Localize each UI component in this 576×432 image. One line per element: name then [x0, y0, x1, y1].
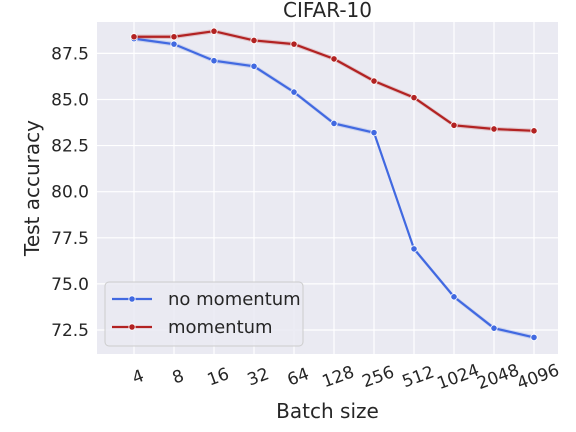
y-tick-label: 75.0: [51, 275, 89, 295]
series-1: [130, 27, 538, 135]
data-point: [410, 94, 418, 102]
data-point: [250, 62, 258, 70]
data-point: [210, 57, 218, 65]
y-tick-label: 82.5: [51, 137, 89, 157]
legend-label: no momentum: [168, 289, 301, 310]
x-tick-label: 8: [170, 366, 187, 388]
x-tick-label: 4: [130, 366, 147, 388]
legend-box: [104, 281, 304, 347]
y-tick-label: 72.5: [51, 321, 89, 341]
data-point: [450, 293, 458, 301]
data-point: [450, 121, 458, 129]
data-point: [490, 125, 498, 133]
data-point: [410, 245, 418, 253]
x-tick-label: 128: [320, 362, 357, 392]
x-tick-label: 32: [245, 364, 272, 390]
x-tick-label: 512: [400, 362, 437, 392]
data-point: [210, 27, 218, 35]
x-tick-label: 16: [205, 364, 232, 390]
y-tick-label: 85.0: [51, 90, 89, 110]
data-point: [370, 77, 378, 85]
x-tick-label: 256: [360, 362, 397, 392]
data-point: [130, 33, 138, 41]
y-tick-label: 80.0: [51, 183, 89, 203]
data-point: [170, 40, 178, 48]
x-tick-label: 4096: [515, 361, 562, 395]
chart-title: CIFAR-10: [283, 0, 372, 22]
data-point: [290, 88, 298, 96]
legend-label: momentum: [168, 317, 273, 338]
y-tick-labels: 72.5 75.0 77.5 80.0 82.5 85.0 87.5: [51, 44, 89, 341]
y-tick-label: 87.5: [51, 44, 89, 64]
legend-marker: [128, 323, 136, 331]
x-tick-label: 64: [285, 364, 312, 390]
data-point: [330, 55, 338, 63]
legend: no momentum momentum: [104, 281, 304, 347]
data-point: [370, 129, 378, 137]
y-axis-label: Test accuracy: [20, 120, 44, 257]
data-point: [250, 36, 258, 45]
data-point: [290, 40, 298, 48]
data-point: [490, 324, 498, 332]
series-layer: [130, 27, 538, 341]
x-axis-label: Batch size: [276, 399, 379, 423]
data-point: [330, 119, 338, 128]
y-tick-label: 77.5: [51, 229, 89, 249]
legend-marker: [128, 295, 136, 303]
data-point: [530, 127, 538, 135]
data-point: [530, 333, 538, 341]
data-point: [170, 33, 178, 41]
